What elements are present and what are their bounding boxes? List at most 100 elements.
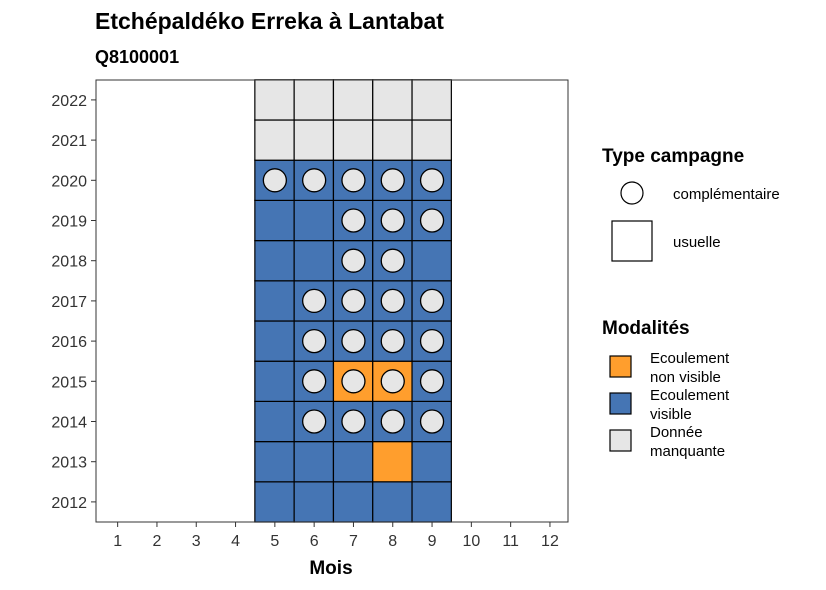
cell-2012-9 xyxy=(411,481,452,523)
cell-2019-5 xyxy=(254,199,295,242)
circle-2018-8 xyxy=(380,248,405,273)
circle-2020-9 xyxy=(419,168,445,193)
y-tick-label: 2015 xyxy=(51,374,87,391)
cell-2022-7 xyxy=(332,79,374,121)
circle-2017-7 xyxy=(341,288,366,314)
cell-2022-5 xyxy=(254,79,295,121)
circle-2018-7 xyxy=(341,248,366,273)
cell-2013-6 xyxy=(293,441,335,483)
cell-2013-5 xyxy=(254,441,295,483)
cell-2016-5 xyxy=(254,320,295,362)
x-tick-label: 4 xyxy=(231,533,240,550)
x-tick-label: 9 xyxy=(428,533,437,550)
cell-2018-9 xyxy=(411,240,452,282)
legend-swatch-na xyxy=(609,429,632,452)
cell-2022-9 xyxy=(411,79,452,121)
y-tick-label: 2020 xyxy=(51,173,87,190)
cell-2015-5 xyxy=(254,360,295,403)
y-tick-label: 2014 xyxy=(51,415,87,432)
x-tick-label: 8 xyxy=(388,533,397,550)
circle-2014-6 xyxy=(301,409,327,434)
circle-2014-9 xyxy=(419,409,445,434)
x-tick-label: 10 xyxy=(462,533,480,550)
legend-label-na: manquante xyxy=(650,443,725,460)
chart-title: Etchépaldéko Erreka à Lantabat xyxy=(95,8,444,34)
circle-2016-7 xyxy=(341,328,366,354)
x-tick-label: 11 xyxy=(502,533,519,550)
y-tick-label: 2013 xyxy=(51,455,87,472)
y-tick-label: 2022 xyxy=(51,93,87,110)
y-tick-label: 2012 xyxy=(51,495,87,512)
circle-2014-7 xyxy=(341,409,366,434)
cell-2018-6 xyxy=(293,240,335,282)
x-tick-label: 6 xyxy=(310,533,319,550)
x-tick-label: 2 xyxy=(152,533,161,550)
chart-subtitle: Q8100001 xyxy=(95,47,179,67)
cell-2018-5 xyxy=(254,240,295,282)
cell-2012-7 xyxy=(332,481,374,523)
circle-2019-7 xyxy=(341,208,366,233)
cell-2014-5 xyxy=(254,400,295,443)
y-tick-label: 2019 xyxy=(51,214,87,231)
circle-2015-9 xyxy=(419,369,445,394)
legend-label-nv: non visible xyxy=(650,369,721,386)
circle-2015-6 xyxy=(301,369,327,394)
cell-2021-6 xyxy=(293,119,335,161)
circle-2020-7 xyxy=(341,168,366,193)
circle-2017-6 xyxy=(301,288,327,314)
complementary-markers xyxy=(262,168,445,434)
circle-2016-9 xyxy=(419,328,445,354)
y-tick-label: 2016 xyxy=(51,334,87,351)
cell-2021-9 xyxy=(411,119,452,161)
x-tick-label: 5 xyxy=(270,533,279,550)
cell-2017-5 xyxy=(254,280,295,322)
legend-label-v: Ecoulement xyxy=(650,387,730,404)
cell-2021-5 xyxy=(254,119,295,161)
y-tick-label: 2018 xyxy=(51,254,87,271)
legend-label-na: Donnée xyxy=(650,424,703,441)
x-tick-label: 7 xyxy=(349,533,358,550)
cell-2019-6 xyxy=(293,199,335,242)
legend-swatch-v xyxy=(609,392,632,415)
circle-2014-8 xyxy=(380,409,405,434)
circle-2020-8 xyxy=(380,168,405,193)
cell-2022-8 xyxy=(372,79,413,121)
cell-2021-7 xyxy=(332,119,374,161)
cell-2013-8 xyxy=(372,441,413,483)
legend-campagne-usuelle: usuelle xyxy=(673,234,721,251)
circle-2019-9 xyxy=(419,208,445,233)
circle-2016-6 xyxy=(301,328,327,354)
x-axis-title: Mois xyxy=(309,558,352,579)
x-axis: 1 2 3 4 5 6 7 8 9 10 11 12 xyxy=(113,522,559,550)
legend-modalites-title: Modalités xyxy=(602,318,690,339)
y-tick-label: 2021 xyxy=(51,133,87,150)
cell-2012-6 xyxy=(293,481,335,523)
x-tick-label: 1 xyxy=(113,533,122,550)
circle-2015-7 xyxy=(341,369,366,394)
circle-2016-8 xyxy=(380,328,405,354)
circle-2020-5 xyxy=(262,168,288,193)
legend-square-icon xyxy=(611,220,653,262)
legend-campagne-complementaire: complémentaire xyxy=(673,186,780,203)
circle-2017-9 xyxy=(419,288,445,314)
y-axis: 2012 2013 2014 2015 2016 2017 2018 2019 2020 2021… xyxy=(51,93,96,512)
cell-2013-7 xyxy=(332,441,374,483)
circle-2020-6 xyxy=(301,168,327,193)
legend-circle-icon xyxy=(620,181,644,205)
legend-swatch-nv xyxy=(609,355,632,378)
x-tick-label: 12 xyxy=(541,533,559,550)
cell-2022-6 xyxy=(293,79,335,121)
legend-campagne: Type campagne complémentaire usuelle xyxy=(602,146,780,262)
y-tick-label: 2017 xyxy=(51,294,87,311)
legend-label-v: visible xyxy=(650,406,692,423)
x-tick-label: 3 xyxy=(192,533,201,550)
circle-2015-8 xyxy=(380,369,405,394)
cell-2012-5 xyxy=(254,481,295,523)
cell-2012-8 xyxy=(372,481,413,523)
cell-2013-9 xyxy=(411,441,452,483)
legend-label-nv: Ecoulement xyxy=(650,350,730,367)
circle-2017-8 xyxy=(380,288,405,314)
legend-campagne-title: Type campagne xyxy=(602,146,744,167)
